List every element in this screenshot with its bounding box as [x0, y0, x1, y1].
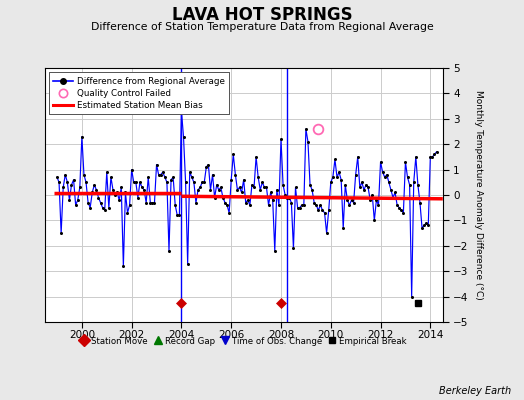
- Legend: Station Move, Record Gap, Time of Obs. Change, Empirical Break: Station Move, Record Gap, Time of Obs. C…: [78, 334, 410, 348]
- Legend: Difference from Regional Average, Quality Control Failed, Estimated Station Mean: Difference from Regional Average, Qualit…: [49, 72, 229, 114]
- Text: LAVA HOT SPRINGS: LAVA HOT SPRINGS: [172, 6, 352, 24]
- Text: Difference of Station Temperature Data from Regional Average: Difference of Station Temperature Data f…: [91, 22, 433, 32]
- Text: Berkeley Earth: Berkeley Earth: [439, 386, 511, 396]
- Y-axis label: Monthly Temperature Anomaly Difference (°C): Monthly Temperature Anomaly Difference (…: [474, 90, 483, 300]
